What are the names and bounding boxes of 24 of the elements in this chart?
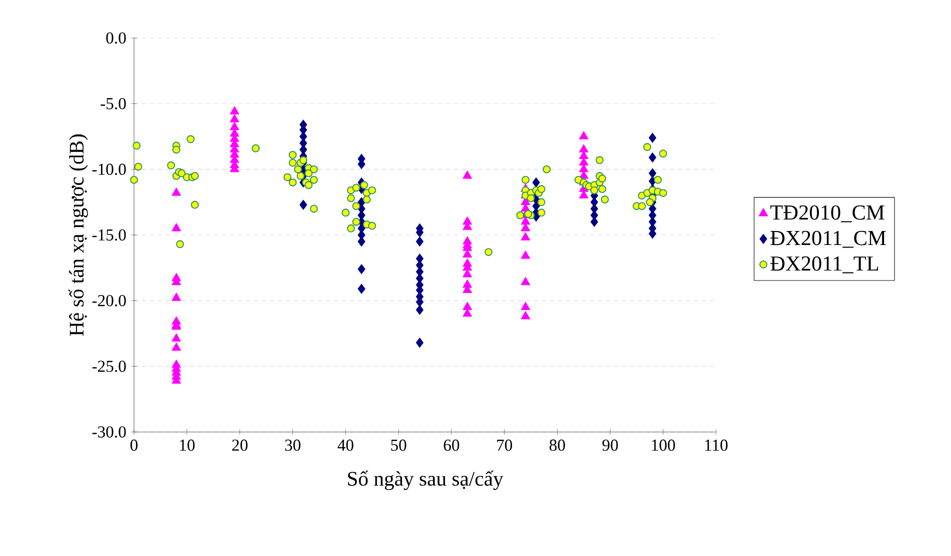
x-tick-label: 20 [232, 440, 248, 451]
x-tick-label: 50 [391, 440, 406, 451]
y-tick-label: -25.0 [92, 360, 126, 372]
legend-label: TĐ2010_CM [770, 205, 884, 222]
x-tick-label: 100 [652, 440, 675, 451]
x-axis-title: Số ngày sau sạ/cấy [348, 470, 504, 490]
x-tick-label: 10 [180, 440, 195, 451]
x-tick-label: 90 [602, 440, 618, 451]
x-tick-label: 60 [444, 440, 460, 451]
x-tick-label: 70 [497, 440, 512, 451]
y-tick-label: 0.0 [106, 32, 126, 44]
x-tick-label: 0 [130, 440, 138, 451]
x-tick-label: 40 [338, 440, 354, 451]
y-tick-label: -20.0 [92, 295, 126, 306]
y-tick-label: -5.0 [100, 98, 126, 110]
legend-label: ĐX2011_CM [770, 230, 886, 248]
y-tick-label: -10.0 [92, 164, 126, 175]
x-tick-label: 110 [705, 440, 728, 451]
y-axis-title: Hệ số tán xạ ngược (dB) [68, 134, 88, 336]
legend-label: ĐX2011_TL [770, 256, 878, 274]
x-tick-label: 30 [285, 440, 300, 451]
y-tick-label: -30.0 [92, 426, 126, 438]
y-tick-label: -15.0 [92, 229, 126, 241]
x-tick-label: 80 [550, 440, 565, 451]
